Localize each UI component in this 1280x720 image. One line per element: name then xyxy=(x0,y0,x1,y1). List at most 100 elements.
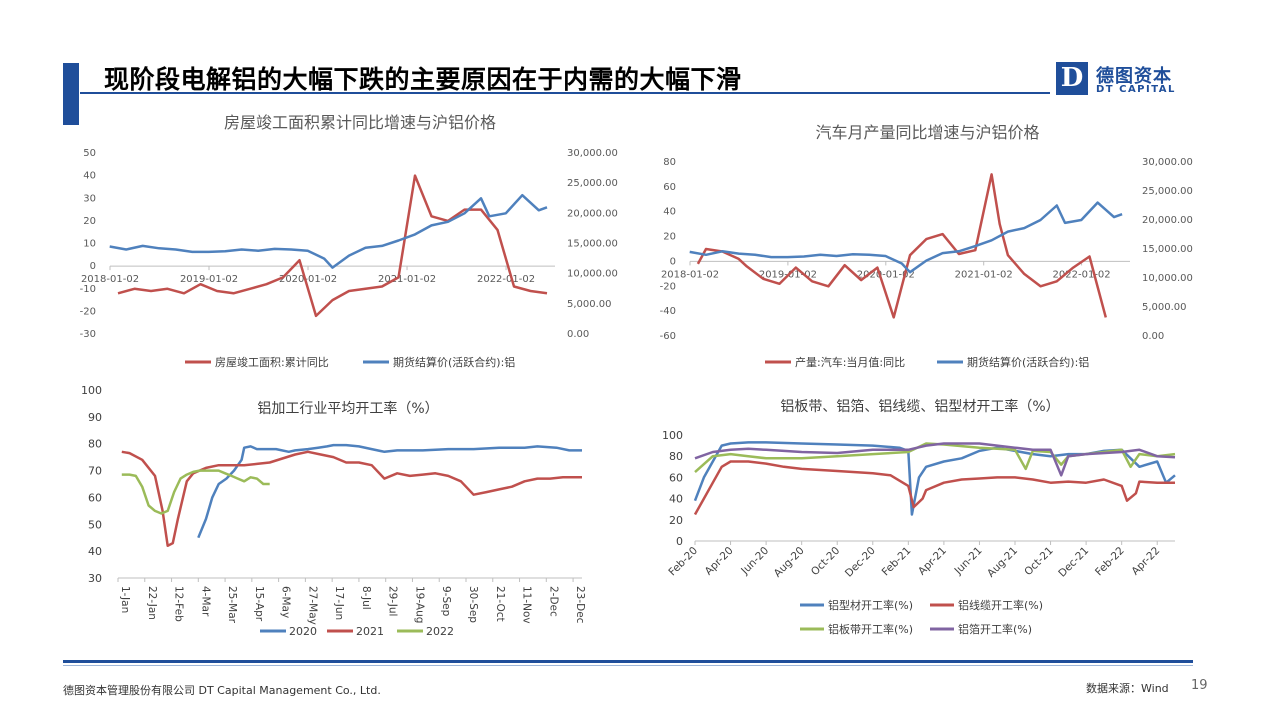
x-tick-label: 15-Apr xyxy=(253,586,265,622)
series-line-0 xyxy=(117,174,548,318)
y-left-tick-label: 40 xyxy=(663,207,676,218)
series-line-1 xyxy=(121,450,582,548)
x-tick-label: 2018-01-02 xyxy=(661,269,719,280)
x-tick-label: 21-Oct xyxy=(494,586,506,622)
series-line-0 xyxy=(696,173,1108,319)
y-right-tick-label: 5,000.00 xyxy=(1142,302,1187,313)
y-tick-label: 90 xyxy=(88,411,102,424)
y-right-tick-label: 25,000.00 xyxy=(1142,186,1193,197)
y-left-tick-label: 20 xyxy=(663,232,676,243)
series-line-2 xyxy=(694,442,1176,474)
logo-english-name: DT CAPITAL xyxy=(1096,84,1176,95)
x-tick-label: 29-Jul xyxy=(387,586,399,616)
y-tick-label: 20 xyxy=(669,514,683,527)
y-tick-label: 0 xyxy=(676,535,683,548)
y-tick-label: 40 xyxy=(88,545,102,558)
x-tick-label: 2022-01-02 xyxy=(477,274,535,285)
legend-label: 铝线缆开工率(%) xyxy=(958,598,1043,612)
x-tick-label: 19-Aug xyxy=(413,586,425,623)
x-tick-label: Feb-20 xyxy=(666,545,700,579)
x-tick-label: Feb-22 xyxy=(1093,545,1127,579)
y-left-tick-label: 80 xyxy=(663,157,676,168)
x-tick-label: 2021-01-02 xyxy=(955,269,1013,280)
title-divider xyxy=(80,92,1050,94)
x-tick-label: 2018-01-02 xyxy=(81,274,139,285)
y-left-tick-label: -30 xyxy=(80,329,96,340)
x-tick-label: 2019-01-02 xyxy=(180,274,238,285)
x-tick-label: Jun-20 xyxy=(738,545,771,578)
x-tick-label: 12-Feb xyxy=(173,586,185,622)
y-tick-label: 100 xyxy=(662,429,683,442)
x-tick-label: Dec-21 xyxy=(1056,545,1091,580)
series-line-1 xyxy=(693,460,1175,516)
x-tick-label: 9-Sep xyxy=(440,586,452,617)
x-tick-label: 6-May xyxy=(280,586,292,618)
chart-title: 铝加工行业平均开工率（%） xyxy=(257,400,438,417)
y-left-tick-label: -60 xyxy=(660,331,676,342)
y-left-tick-label: -20 xyxy=(660,281,676,292)
y-left-tick-label: 10 xyxy=(83,239,96,250)
y-tick-label: 60 xyxy=(669,471,683,484)
x-tick-label: Aug-20 xyxy=(772,545,807,580)
x-tick-label: 4-Mar xyxy=(199,586,211,617)
legend-label: 期货结算价(活跃合约):铝 xyxy=(967,355,1089,369)
y-right-tick-label: 20,000.00 xyxy=(1142,215,1193,226)
company-logo: D 德图资本 DT CAPITAL xyxy=(1056,62,1206,98)
y-left-tick-label: 20 xyxy=(83,216,96,227)
title-accent-bar xyxy=(63,63,79,125)
y-tick-label: 70 xyxy=(88,465,102,478)
x-tick-label: 2020-01-02 xyxy=(857,269,915,280)
x-tick-label: 1-Jan xyxy=(119,586,131,613)
data-source: 数据来源：Wind xyxy=(1086,682,1169,695)
legend-label: 铝型材开工率(%) xyxy=(828,598,913,612)
y-left-tick-label: 60 xyxy=(663,182,676,193)
legend-label: 铝板带开工率(%) xyxy=(828,622,913,636)
y-right-tick-label: 20,000.00 xyxy=(567,208,618,219)
x-tick-label: Aug-21 xyxy=(985,545,1020,580)
x-tick-label: 25-Mar xyxy=(226,586,238,624)
series-line-1 xyxy=(689,201,1123,274)
y-left-tick-label: 0 xyxy=(670,256,676,267)
x-tick-label: 2-Dec xyxy=(547,586,559,617)
y-left-tick-label: 50 xyxy=(83,148,96,159)
x-tick-label: Apr-22 xyxy=(1129,545,1162,578)
x-tick-label: Oct-20 xyxy=(809,545,842,578)
x-tick-label: Oct-21 xyxy=(1022,545,1055,578)
x-tick-label: 2021-01-02 xyxy=(378,274,436,285)
chart-title: 房屋竣工面积累计同比增速与沪铝价格 xyxy=(224,113,496,132)
legend-label: 期货结算价(活跃合约):铝 xyxy=(393,355,515,369)
y-tick-label: 80 xyxy=(88,438,102,451)
y-left-tick-label: -10 xyxy=(80,284,96,295)
x-tick-label: 8-Jul xyxy=(360,586,372,610)
legend-label: 房屋竣工面积:累计同比 xyxy=(215,355,329,369)
y-left-tick-label: 40 xyxy=(83,171,96,182)
y-right-tick-label: 10,000.00 xyxy=(567,269,618,280)
chart-housing-completion-vs-aluminum: 房屋竣工面积累计同比增速与沪铝价格 50 40 30 20 10 0 -10 -20 -30 30,… xyxy=(80,113,618,369)
footer-divider-thin xyxy=(63,665,1193,666)
y-left-tick-label: -20 xyxy=(80,306,96,317)
legend-label: 2022 xyxy=(426,625,454,638)
series-line-0 xyxy=(197,443,582,539)
x-tick-label: 17-Jun xyxy=(333,586,345,620)
page-title: 现阶段电解铝的大幅下跌的主要原因在于内需的大幅下滑 xyxy=(104,65,742,94)
y-right-tick-label: 30,000.00 xyxy=(1142,157,1193,168)
y-right-tick-label: 15,000.00 xyxy=(567,239,618,250)
x-tick-label: Apr-20 xyxy=(703,545,736,578)
x-tick-label: Feb-21 xyxy=(880,545,914,579)
series-line-1 xyxy=(109,193,548,269)
y-tick-label: 80 xyxy=(669,450,683,463)
y-right-tick-label: 15,000.00 xyxy=(1142,244,1193,255)
x-tick-label: Jun-21 xyxy=(952,545,985,578)
chart-aluminum-processing-utilization: 铝加工行业平均开工率（%） 100 90 80 70 60 50 40 30 1-Jan 22-Ja… xyxy=(81,385,586,638)
logo-chinese-name: 德图资本 xyxy=(1096,66,1172,87)
y-tick-label: 100 xyxy=(81,385,102,397)
x-tick-label: 2022-01-02 xyxy=(1053,269,1111,280)
y-right-tick-label: 0.00 xyxy=(1142,331,1164,342)
y-right-tick-label: 25,000.00 xyxy=(567,178,618,189)
legend-label: 产量:汽车:当月值:同比 xyxy=(795,355,905,369)
y-left-tick-label: 30 xyxy=(83,193,96,204)
y-tick-label: 30 xyxy=(88,572,102,585)
x-tick-label: Dec-20 xyxy=(843,545,878,580)
footer-divider xyxy=(63,660,1193,663)
logo-mark-icon: D xyxy=(1056,62,1088,95)
